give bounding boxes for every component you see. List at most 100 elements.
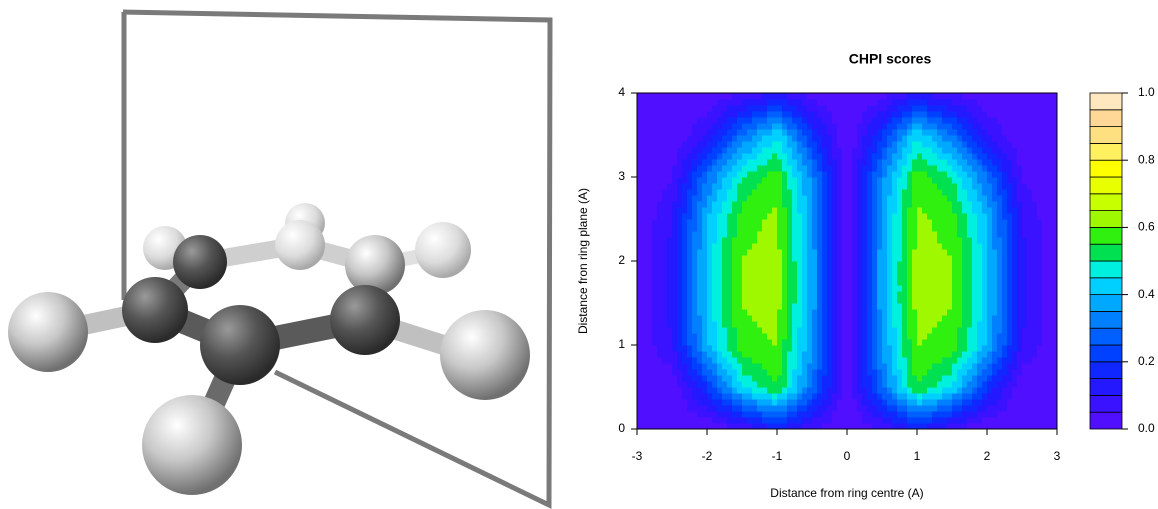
contour-cell [757, 225, 763, 232]
contour-cell [997, 297, 1003, 304]
contour-cell [837, 411, 843, 418]
contour-cell [702, 147, 708, 154]
contour-cell [697, 411, 703, 418]
contour-cell [837, 267, 843, 274]
contour-cell [862, 249, 868, 256]
contour-cell [912, 159, 918, 166]
contour-cell [857, 111, 863, 118]
contour-cell [762, 117, 768, 124]
contour-cell [872, 183, 878, 190]
contour-cell [672, 405, 678, 412]
contour-cell [917, 393, 923, 400]
contour-cell [1022, 309, 1028, 316]
contour-cell [872, 243, 878, 250]
contour-cell [782, 273, 788, 280]
contour-cell [862, 177, 868, 184]
contour-cell [947, 399, 953, 406]
contour-cell [867, 225, 873, 232]
contour-cell [842, 93, 848, 100]
contour-cell [697, 351, 703, 358]
contour-cell [1042, 99, 1048, 106]
contour-cell [977, 195, 983, 202]
contour-cell [842, 153, 848, 160]
contour-cell [757, 405, 763, 412]
contour-cell [752, 267, 758, 274]
contour-cell [792, 135, 798, 142]
contour-cell [852, 363, 858, 370]
contour-cell [722, 129, 728, 136]
contour-cell [687, 243, 693, 250]
contour-cell [947, 351, 953, 358]
contour-cell [987, 147, 993, 154]
contour-cell [677, 165, 683, 172]
contour-cell [937, 357, 943, 364]
contour-cell [902, 129, 908, 136]
contour-cell [857, 195, 863, 202]
contour-cell [692, 387, 698, 394]
contour-cell [827, 93, 833, 100]
contour-cell [992, 237, 998, 244]
contour-cell [667, 369, 673, 376]
contour-cell [977, 393, 983, 400]
contour-cell [1012, 153, 1018, 160]
contour-cell [1032, 135, 1038, 142]
contour-cell [887, 237, 893, 244]
contour-cell [877, 333, 883, 340]
contour-cell [872, 273, 878, 280]
contour-cell [797, 159, 803, 166]
contour-cell [932, 237, 938, 244]
contour-cell [687, 303, 693, 310]
contour-cell [1002, 291, 1008, 298]
contour-cell [1027, 339, 1033, 346]
contour-cell [1042, 189, 1048, 196]
contour-cell [1042, 363, 1048, 370]
contour-cell [942, 207, 948, 214]
contour-cell [722, 93, 728, 100]
contour-cell [852, 135, 858, 142]
contour-cell [667, 93, 673, 100]
contour-cell [912, 99, 918, 106]
contour-cell [897, 141, 903, 148]
contour-cell [762, 213, 768, 220]
contour-cell [832, 393, 838, 400]
contour-cell [897, 165, 903, 172]
contour-cell [892, 219, 898, 226]
contour-cell [942, 99, 948, 106]
contour-cell [882, 351, 888, 358]
contour-cell [737, 315, 743, 322]
contour-cell [1002, 105, 1008, 112]
contour-cell [837, 375, 843, 382]
contour-cell [712, 201, 718, 208]
contour-cell [1047, 339, 1053, 346]
contour-cell [1002, 213, 1008, 220]
contour-cell [942, 129, 948, 136]
contour-cell [802, 339, 808, 346]
contour-cell [857, 153, 863, 160]
contour-cell [972, 381, 978, 388]
contour-cell [932, 165, 938, 172]
contour-cell [997, 267, 1003, 274]
contour-cell [757, 105, 763, 112]
contour-cell [752, 393, 758, 400]
contour-cell [652, 363, 658, 370]
contour-cell [672, 141, 678, 148]
contour-cell [872, 141, 878, 148]
contour-cell [992, 111, 998, 118]
contour-cell [647, 99, 653, 106]
contour-cell [932, 357, 938, 364]
contour-cell [822, 195, 828, 202]
contour-cell [987, 261, 993, 268]
contour-cell [797, 213, 803, 220]
contour-cell [952, 303, 958, 310]
contour-cell [737, 141, 743, 148]
contour-cell [647, 321, 653, 328]
contour-cell [657, 213, 663, 220]
contour-cell [837, 231, 843, 238]
contour-cell [662, 279, 668, 286]
contour-cell [642, 165, 648, 172]
contour-cell [702, 123, 708, 130]
contour-cell [832, 285, 838, 292]
contour-cell [802, 231, 808, 238]
contour-cell [817, 267, 823, 274]
contour-cell [907, 297, 913, 304]
